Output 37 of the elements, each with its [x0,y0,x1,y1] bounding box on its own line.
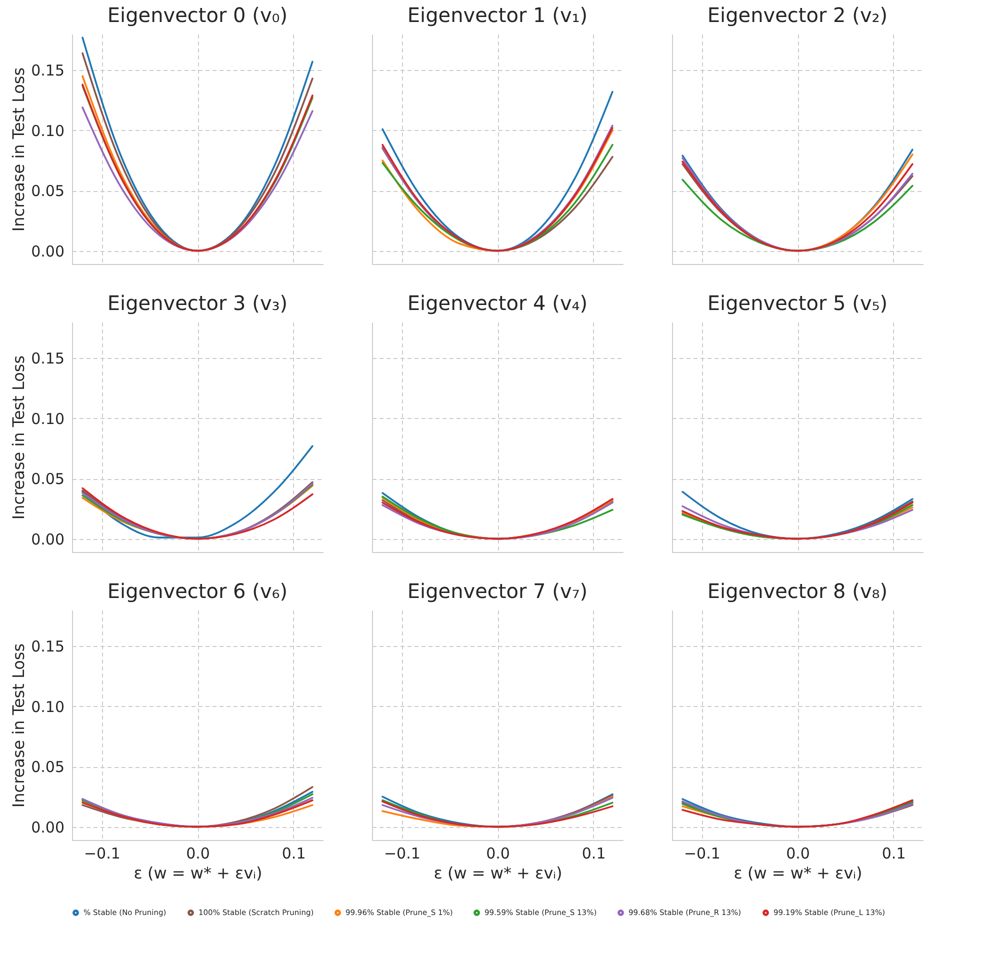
x-axis-title: ε (w = w* + εvᵢ) [134,864,262,882]
chart-title: Eigenvector 4 (v₄) [407,291,588,315]
y-axis-title: Increase in Test Loss [9,643,28,808]
y-tick-label: 0.15 [31,62,64,80]
y-tick-label: 0.05 [31,182,64,200]
y-tick-label: 0.00 [31,530,64,548]
chart-title: Eigenvector 6 (v₆) [107,579,288,603]
y-axis-title: Increase in Test Loss [9,355,28,520]
y-tick-label: 0.00 [31,242,64,260]
y-tick-label: 0.05 [31,470,64,488]
y-tick-label: 0.15 [31,638,64,656]
x-axis-title: ε (w = w* + εvᵢ) [734,864,862,882]
x-tick-label: −0.1 [84,844,120,862]
x-axis-title: ε (w = w* + εvᵢ) [434,864,562,882]
y-tick-label: 0.00 [31,818,64,836]
chart-title: Eigenvector 5 (v₅) [707,291,888,315]
chart-title: Eigenvector 1 (v₁) [407,3,588,27]
y-tick-label: 0.15 [31,350,64,368]
x-tick-label: −0.1 [384,844,420,862]
chart-title: Eigenvector 7 (v₇) [407,579,588,603]
x-tick-label: 0.0 [186,844,210,862]
chart-title: Eigenvector 2 (v₂) [707,3,888,27]
y-tick-label: 0.10 [31,410,64,428]
x-tick-label: 0.1 [582,844,606,862]
line-series [82,445,314,538]
y-axis-title: Increase in Test Loss [9,67,28,232]
chart-title: Eigenvector 8 (v₈) [707,579,888,603]
y-tick-label: 0.05 [31,758,64,776]
x-tick-label: 0.1 [282,844,306,862]
chart-title: Eigenvector 0 (v₀) [107,3,288,27]
y-tick-label: 0.10 [31,122,64,140]
x-tick-label: −0.1 [684,844,720,862]
x-tick-label: 0.0 [486,844,510,862]
x-tick-label: 0.1 [882,844,906,862]
x-tick-label: 0.0 [786,844,810,862]
chart-title: Eigenvector 3 (v₃) [107,291,288,315]
y-tick-label: 0.10 [31,698,64,716]
